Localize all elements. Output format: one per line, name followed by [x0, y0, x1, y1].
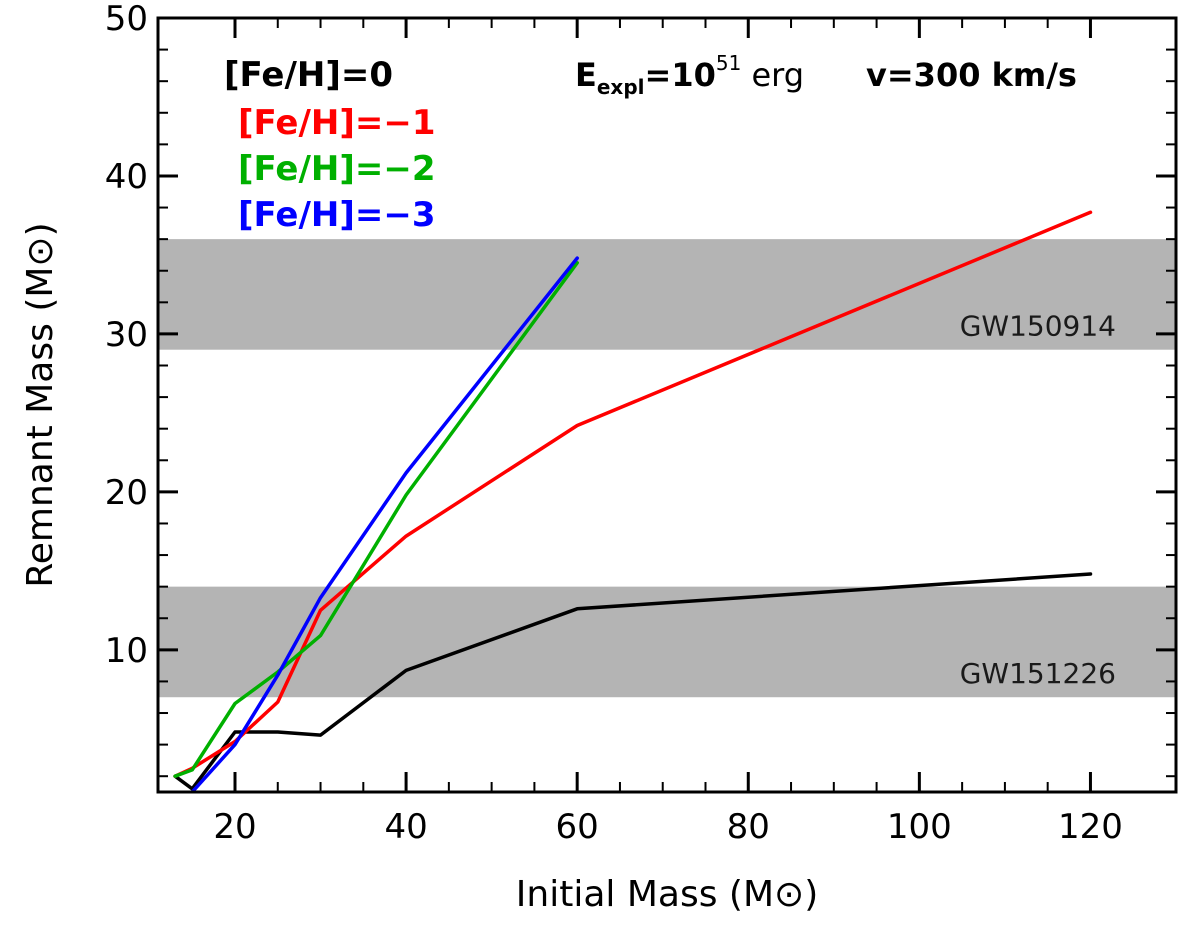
x-tick-label: 80: [727, 807, 770, 847]
y-tick-label: 10: [105, 631, 148, 671]
y-axis-title: Remnant Mass (M⊙): [20, 222, 61, 587]
explosion-energy-annotation: Eexpl=1051 erg: [575, 51, 804, 99]
plot-frame: [156, 16, 1178, 794]
x-axis-title: Initial Mass (M⊙): [516, 874, 818, 915]
y-tick-label: 50: [105, 0, 148, 39]
legend-entry-feh-minus-3: [Fe/H]=−3: [238, 195, 436, 235]
y-tick-label: 20: [105, 473, 148, 513]
band-label-gw151226: GW151226: [960, 657, 1116, 690]
x-tick-label: 60: [556, 807, 599, 847]
band-label-gw150914: GW150914: [960, 310, 1116, 343]
y-tick-label: 40: [105, 157, 148, 197]
x-tick-label: 120: [1058, 807, 1123, 847]
x-tick-label: 20: [213, 807, 256, 847]
series-line-0: [173, 572, 1093, 791]
axis-ticks: 20 40 60 80 100 120 10 20 30 40 50: [105, 0, 1176, 847]
x-tick-label: 40: [384, 807, 427, 847]
series-line-3: [190, 256, 579, 792]
band-gw150914: [158, 239, 1176, 350]
x-tick-label: 100: [887, 807, 952, 847]
series-lines: [173, 210, 1093, 792]
legend-entry-feh-minus-2: [Fe/H]=−2: [238, 149, 436, 189]
legend-entry-feh-0: [Fe/H]=0: [224, 55, 393, 95]
legend-entry-feh-minus-1: [Fe/H]=−1: [238, 103, 436, 143]
velocity-annotation: v=300 km/s: [866, 56, 1077, 94]
y-tick-label: 30: [105, 315, 148, 355]
series-line-1: [173, 210, 1093, 778]
legend: [Fe/H]=0 [Fe/H]=−1 [Fe/H]=−2 [Fe/H]=−3: [224, 55, 436, 235]
